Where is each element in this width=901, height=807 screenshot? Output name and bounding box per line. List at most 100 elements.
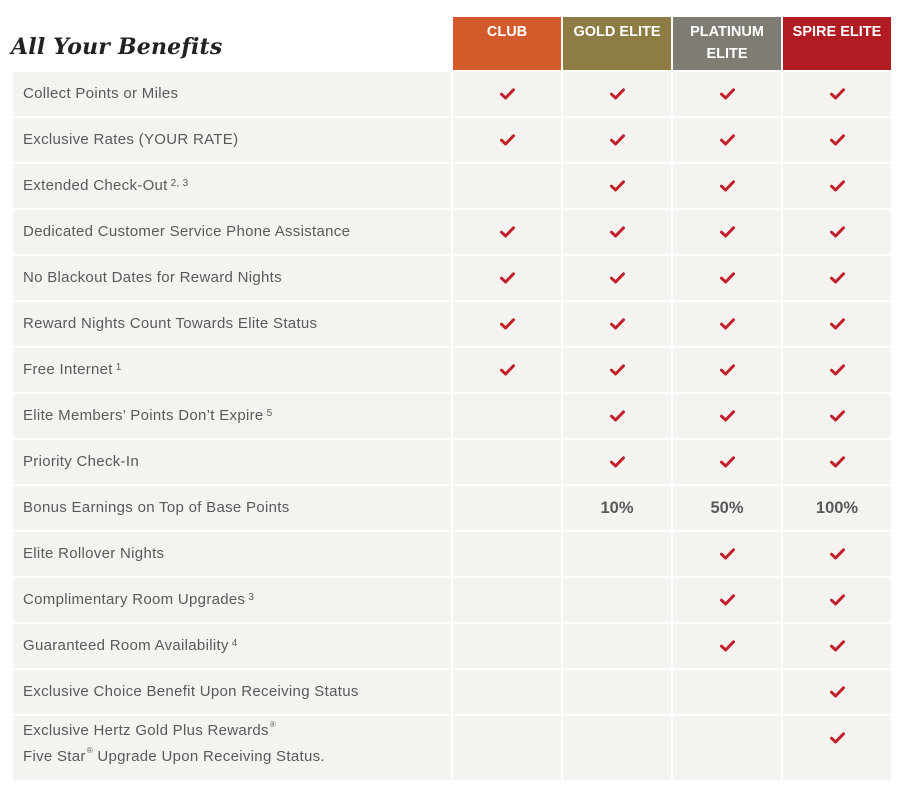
cell-gold-elite (563, 72, 671, 116)
cell-platinum-elite (673, 210, 781, 254)
cell-platinum-elite (673, 578, 781, 622)
checkmark-icon (499, 318, 515, 330)
table-row: Elite Rollover Nights (13, 532, 891, 576)
cell-spire-elite (783, 256, 891, 300)
cell-platinum-elite (673, 164, 781, 208)
checkmark-icon (829, 410, 845, 422)
benefit-label-cell: Elite Rollover Nights (13, 532, 451, 576)
benefit-label-line1: Exclusive Hertz Gold Plus Rewards® (23, 716, 276, 742)
footnote-reference: 2, 3 (170, 178, 189, 189)
benefits-table: Collect Points or Miles Exclusive Rates (… (13, 72, 891, 782)
checkmark-icon (829, 226, 845, 238)
cell-club (453, 532, 561, 576)
tier-header-platinum-elite: PLATINUM ELITE (673, 17, 781, 70)
checkmark-icon (829, 134, 845, 146)
footnote-reference: 5 (266, 408, 273, 419)
cell-club (453, 578, 561, 622)
checkmark-icon (499, 226, 515, 238)
benefit-label: No Blackout Dates for Reward Nights (23, 269, 282, 286)
checkmark-icon (829, 640, 845, 652)
bonus-percentage: 50% (710, 498, 744, 517)
footnote-reference: 3 (248, 592, 255, 603)
benefit-label: Exclusive Rates (YOUR RATE) (23, 131, 239, 148)
benefit-label-cell: Dedicated Customer Service Phone Assista… (13, 210, 451, 254)
benefit-label: Reward Nights Count Towards Elite Status (23, 315, 318, 332)
checkmark-icon (829, 594, 845, 606)
tier-header-spire-elite: SPIRE ELITE (783, 17, 891, 70)
cell-club (453, 670, 561, 714)
cell-platinum-elite (673, 624, 781, 668)
checkmark-icon (829, 548, 845, 560)
registered-mark: ® (269, 720, 277, 729)
checkmark-icon (829, 88, 845, 100)
cell-gold-elite (563, 716, 671, 780)
bonus-percentage: 10% (600, 498, 634, 517)
checkmark-icon (609, 272, 625, 284)
tier-header-gold-elite: GOLD ELITE (563, 17, 671, 70)
page-title: All Your Benefits (11, 34, 223, 60)
cell-club (453, 440, 561, 484)
checkmark-icon (719, 226, 735, 238)
cell-gold-elite (563, 670, 671, 714)
cell-spire-elite (783, 440, 891, 484)
benefit-label-line2: Five Star® Upgrade Upon Receiving Status… (23, 742, 325, 768)
tier-header-label: GOLD ELITE (573, 24, 661, 40)
bonus-percentage: 100% (815, 498, 859, 517)
benefit-label-cell: Elite Members’ Points Don’t Expire 5 (13, 394, 451, 438)
cell-club (453, 624, 561, 668)
checkmark-icon (499, 134, 515, 146)
cell-platinum-elite (673, 118, 781, 162)
checkmark-icon (609, 456, 625, 468)
table-row: No Blackout Dates for Reward Nights (13, 256, 891, 300)
cell-spire-elite (783, 716, 891, 780)
benefit-label: Elite Members’ Points Don’t Expire (23, 407, 264, 424)
cell-gold-elite (563, 348, 671, 392)
cell-platinum-elite (673, 72, 781, 116)
checkmark-icon (719, 318, 735, 330)
checkmark-icon (609, 226, 625, 238)
checkmark-icon (719, 364, 735, 376)
checkmark-icon (829, 732, 845, 744)
cell-club (453, 394, 561, 438)
benefit-label-cell: Reward Nights Count Towards Elite Status (13, 302, 451, 346)
cell-platinum-elite (673, 532, 781, 576)
cell-spire-elite (783, 670, 891, 714)
cell-spire-elite (783, 394, 891, 438)
benefit-label: Bonus Earnings on Top of Base Points (23, 499, 290, 516)
checkmark-icon (829, 686, 845, 698)
cell-club (453, 210, 561, 254)
cell-platinum-elite (673, 670, 781, 714)
cell-gold-elite (563, 578, 671, 622)
checkmark-icon (719, 410, 735, 422)
tier-header-label-line2: ELITE (706, 46, 748, 62)
checkmark-icon (719, 640, 735, 652)
checkmark-icon (609, 180, 625, 192)
cell-gold-elite (563, 624, 671, 668)
benefit-label: Exclusive Choice Benefit Upon Receiving … (23, 683, 359, 700)
cell-gold-elite (563, 118, 671, 162)
benefit-label-cell: Priority Check-In (13, 440, 451, 484)
table-row: Complimentary Room Upgrades 3 (13, 578, 891, 622)
checkmark-icon (719, 180, 735, 192)
cell-platinum-elite (673, 302, 781, 346)
checkmark-icon (829, 180, 845, 192)
checkmark-icon (609, 364, 625, 376)
cell-club (453, 348, 561, 392)
cell-gold-elite (563, 210, 671, 254)
benefit-label: Free Internet (23, 361, 113, 378)
cell-platinum-elite (673, 348, 781, 392)
checkmark-icon (719, 594, 735, 606)
benefit-label: Priority Check-In (23, 453, 139, 470)
table-row: Dedicated Customer Service Phone Assista… (13, 210, 891, 254)
cell-spire-elite (783, 624, 891, 668)
checkmark-icon (719, 88, 735, 100)
table-row: Guaranteed Room Availability 4 (13, 624, 891, 668)
tier-header-label: CLUB (486, 24, 528, 40)
cell-platinum-elite: 50% (673, 486, 781, 530)
cell-club (453, 716, 561, 780)
benefit-label: Extended Check-Out (23, 177, 168, 194)
benefit-label: Complimentary Room Upgrades (23, 591, 246, 608)
registered-mark: ® (86, 746, 93, 755)
cell-club (453, 302, 561, 346)
checkmark-icon (829, 318, 845, 330)
